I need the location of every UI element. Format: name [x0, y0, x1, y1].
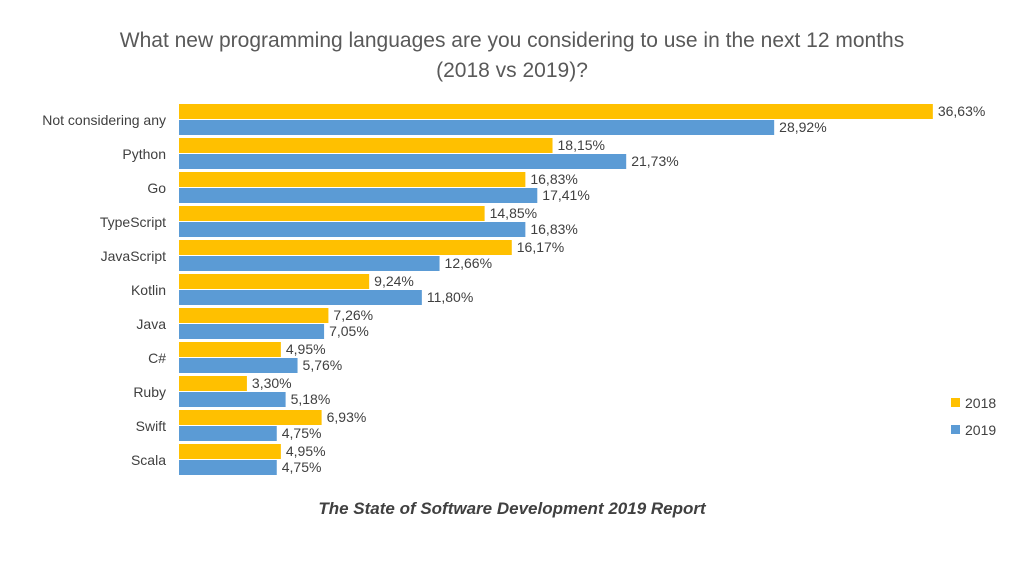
category-label: Kotlin: [131, 282, 166, 298]
bar-2019: [179, 188, 538, 203]
data-label: 7,05%: [329, 323, 369, 339]
bar-2019: [179, 256, 440, 271]
data-label: 14,85%: [490, 205, 537, 221]
data-label: 4,95%: [286, 341, 326, 357]
bar-2018: [179, 138, 553, 153]
chart-title-line-2: (2018 vs 2019)?: [436, 59, 588, 82]
category-label: JavaScript: [101, 248, 166, 264]
category-label: Ruby: [133, 384, 166, 400]
legend-label: 2019: [965, 422, 996, 438]
data-label: 4,75%: [282, 425, 322, 441]
data-label: 17,41%: [542, 187, 589, 203]
bar-2018: [179, 104, 933, 119]
bar-2019: [179, 358, 298, 373]
bar-2018: [179, 240, 512, 255]
data-label: 5,18%: [291, 391, 331, 407]
data-label: 9,24%: [374, 273, 414, 289]
category-label: Python: [122, 146, 166, 162]
bar-2018: [179, 410, 322, 425]
bar-2018: [179, 376, 247, 391]
bar-2019: [179, 324, 325, 339]
legend-label: 2018: [965, 395, 996, 411]
bar-2018: [179, 172, 526, 187]
bar-2018: [179, 206, 485, 221]
data-label: 7,26%: [333, 307, 373, 323]
data-label: 36,63%: [938, 103, 985, 119]
bar-2019: [179, 290, 422, 305]
bar-2018: [179, 444, 281, 459]
data-label: 16,83%: [530, 221, 577, 237]
data-label: 3,30%: [252, 375, 292, 391]
category-label: Go: [147, 180, 166, 196]
data-label: 16,83%: [530, 171, 577, 187]
data-label: 11,80%: [427, 289, 473, 305]
category-label: Not considering any: [42, 112, 166, 128]
data-label: 28,92%: [779, 119, 826, 135]
bar-2019: [179, 392, 286, 407]
bar-2019: [179, 460, 277, 475]
legend-swatch-2019: [951, 425, 960, 434]
category-label: Swift: [136, 418, 166, 434]
data-label: 4,95%: [286, 443, 326, 459]
legend-swatch-2018: [951, 398, 960, 407]
bar-2018: [179, 274, 370, 289]
data-label: 6,93%: [327, 409, 367, 425]
category-label: Java: [136, 316, 166, 332]
bar-2018: [179, 308, 329, 323]
data-label: 16,17%: [517, 239, 564, 255]
data-label: 5,76%: [303, 357, 343, 373]
category-label: Scala: [131, 452, 166, 468]
data-label: 4,75%: [282, 459, 322, 475]
report-footer: The State of Software Development 2019 R…: [318, 499, 706, 518]
data-label: 18,15%: [558, 137, 605, 153]
bar-2019: [179, 426, 277, 441]
bar-2018: [179, 342, 281, 357]
category-label: C#: [148, 350, 166, 366]
bar-2019: [179, 222, 526, 237]
bar-2019: [179, 154, 627, 169]
bar-2019: [179, 120, 775, 135]
data-label: 12,66%: [445, 255, 492, 271]
category-label: TypeScript: [100, 214, 166, 230]
chart-title-line-1: What new programming languages are you c…: [119, 29, 905, 52]
data-label: 21,73%: [631, 153, 678, 169]
